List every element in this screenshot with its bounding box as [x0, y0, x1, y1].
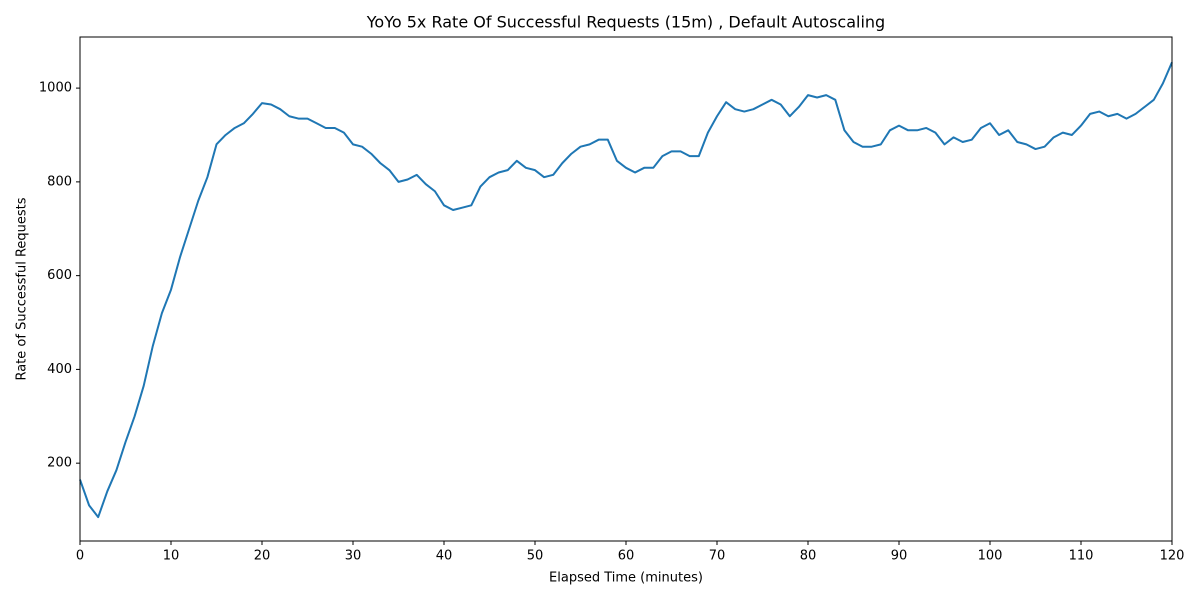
x-tick-label: 70	[709, 549, 726, 564]
chart-title: YoYo 5x Rate Of Successful Requests (15m…	[366, 13, 885, 32]
x-tick-label: 20	[254, 549, 271, 564]
x-tick-label: 0	[76, 549, 84, 564]
y-tick-label: 1000	[39, 81, 72, 96]
x-tick-label: 100	[978, 549, 1003, 564]
line-series	[79, 61, 1173, 519]
x-tick-label: 80	[800, 549, 817, 564]
x-tick-label: 10	[163, 549, 180, 564]
y-tick-label: 800	[47, 174, 72, 189]
x-tick-label: 60	[618, 549, 635, 564]
x-tick-label: 120	[1160, 549, 1185, 564]
plot-frame	[79, 36, 1173, 542]
x-tick-label: 110	[1069, 549, 1094, 564]
y-axis-label: Rate of Successful Requests	[15, 197, 30, 380]
x-tick-label: 90	[891, 549, 908, 564]
y-tick-label: 200	[47, 456, 72, 471]
x-tick-label: 40	[436, 549, 453, 564]
x-tick-label: 50	[527, 549, 544, 564]
y-tick-label: 600	[47, 268, 72, 283]
x-axis-label: Elapsed Time (minutes)	[549, 571, 703, 586]
y-tick-label: 400	[47, 362, 72, 377]
x-tick-label: 30	[345, 549, 362, 564]
